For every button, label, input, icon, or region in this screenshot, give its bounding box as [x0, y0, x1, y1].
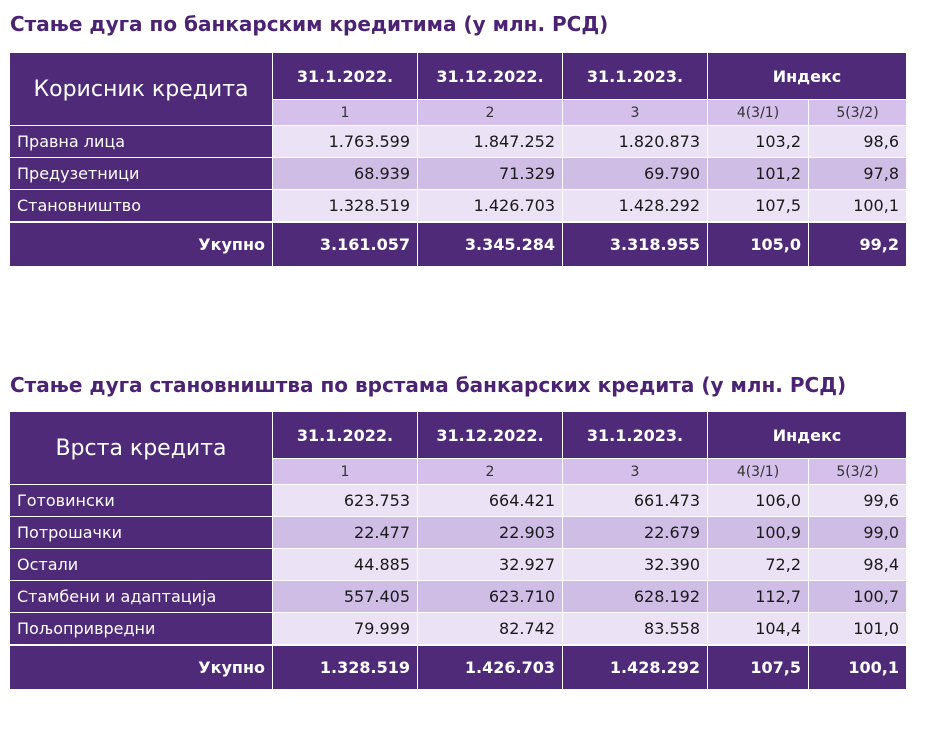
total-cell: 1.428.292 [563, 644, 708, 689]
subheader-row: 1 2 3 4(3/1) 5(3/2) [10, 458, 906, 484]
total-cell: 105,0 [708, 221, 809, 266]
total-cell: 1.328.519 [273, 644, 418, 689]
cell: 1.428.292 [563, 189, 708, 221]
household-credit-table: Врста кредита 31.1.2022. 31.12.2022. 31.… [10, 412, 906, 689]
credit-debt-table: Корисник кредита 31.1.2022. 31.12.2022. … [10, 53, 906, 266]
table-row: Предузетници 68.939 71.329 69.790 101,2 … [10, 157, 906, 189]
cell: 104,4 [708, 612, 809, 644]
cell: 1.763.599 [273, 125, 418, 157]
column-number: 4(3/1) [708, 99, 809, 125]
cell: 44.885 [273, 548, 418, 580]
header-row: Корисник кредита 31.1.2022. 31.12.2022. … [10, 53, 906, 125]
column-number: 2 [418, 99, 563, 125]
cell: 79.999 [273, 612, 418, 644]
date-header: 31.1.2023. [563, 412, 708, 458]
cell: 664.421 [418, 484, 563, 516]
cell: 623.710 [418, 580, 563, 612]
total-row: Укупно 3.161.057 3.345.284 3.318.955 105… [10, 221, 906, 266]
row-label: Предузетници [10, 157, 273, 189]
total-cell: 99,2 [809, 221, 906, 266]
cell: 69.790 [563, 157, 708, 189]
column-number: 3 [563, 99, 708, 125]
row-label: Стамбени и адаптација [10, 580, 273, 612]
total-label: Укупно [10, 221, 273, 266]
date-header: 31.12.2022. [418, 412, 563, 458]
cell: 103,2 [708, 125, 809, 157]
cell: 101,0 [809, 612, 906, 644]
index-header: Индекс [708, 53, 906, 99]
header-row: Врста кредита 31.1.2022. 31.12.2022. 31.… [10, 412, 906, 484]
cell: 99,6 [809, 484, 906, 516]
total-cell: 100,1 [809, 644, 906, 689]
table-row: Становништво 1.328.519 1.426.703 1.428.2… [10, 189, 906, 221]
column-number: 1 [273, 458, 418, 484]
row-label: Остали [10, 548, 273, 580]
cell: 628.192 [563, 580, 708, 612]
total-label: Укупно [10, 644, 273, 689]
column-number: 3 [563, 458, 708, 484]
cell: 112,7 [708, 580, 809, 612]
row-label: Становништво [10, 189, 273, 221]
cell: 661.473 [563, 484, 708, 516]
date-header: 31.12.2022. [418, 53, 563, 99]
total-cell: 3.161.057 [273, 221, 418, 266]
row-label: Пољопривредни [10, 612, 273, 644]
total-row: Укупно 1.328.519 1.426.703 1.428.292 107… [10, 644, 906, 689]
cell: 32.390 [563, 548, 708, 580]
table-row: Потрошачки 22.477 22.903 22.679 100,9 99… [10, 516, 906, 548]
table-row: Готовински 623.753 664.421 661.473 106,0… [10, 484, 906, 516]
cell: 22.903 [418, 516, 563, 548]
table-row: Правна лица 1.763.599 1.847.252 1.820.87… [10, 125, 906, 157]
column-number: 5(3/2) [809, 458, 906, 484]
column-number: 5(3/2) [809, 99, 906, 125]
table2-title: Стање дуга становништва по врстама банка… [10, 373, 847, 397]
cell: 100,9 [708, 516, 809, 548]
row-label: Готовински [10, 484, 273, 516]
cell: 100,1 [809, 189, 906, 221]
cell: 1.820.873 [563, 125, 708, 157]
column-number: 2 [418, 458, 563, 484]
cell: 106,0 [708, 484, 809, 516]
cell: 22.679 [563, 516, 708, 548]
table1-title: Стање дуга по банкарским кредитима (у мл… [10, 12, 609, 36]
table-row: Пољопривредни 79.999 82.742 83.558 104,4… [10, 612, 906, 644]
cell: 68.939 [273, 157, 418, 189]
cell: 71.329 [418, 157, 563, 189]
cell: 99,0 [809, 516, 906, 548]
cell: 98,4 [809, 548, 906, 580]
row-label: Правна лица [10, 125, 273, 157]
row-label: Потрошачки [10, 516, 273, 548]
column-number: 1 [273, 99, 418, 125]
cell: 101,2 [708, 157, 809, 189]
cell: 22.477 [273, 516, 418, 548]
total-cell: 3.345.284 [418, 221, 563, 266]
cell: 1.328.519 [273, 189, 418, 221]
corner-header: Корисник кредита [10, 53, 273, 125]
total-cell: 3.318.955 [563, 221, 708, 266]
table-row: Стамбени и адаптација 557.405 623.710 62… [10, 580, 906, 612]
cell: 72,2 [708, 548, 809, 580]
date-header: 31.1.2022. [273, 53, 418, 99]
subheader-row: 1 2 3 4(3/1) 5(3/2) [10, 99, 906, 125]
cell: 98,6 [809, 125, 906, 157]
date-header: 31.1.2022. [273, 412, 418, 458]
cell: 83.558 [563, 612, 708, 644]
date-header: 31.1.2023. [563, 53, 708, 99]
cell: 1.847.252 [418, 125, 563, 157]
index-header: Индекс [708, 412, 906, 458]
cell: 557.405 [273, 580, 418, 612]
cell: 107,5 [708, 189, 809, 221]
cell: 623.753 [273, 484, 418, 516]
total-cell: 107,5 [708, 644, 809, 689]
cell: 97,8 [809, 157, 906, 189]
corner-header: Врста кредита [10, 412, 273, 484]
cell: 32.927 [418, 548, 563, 580]
column-number: 4(3/1) [708, 458, 809, 484]
cell: 82.742 [418, 612, 563, 644]
total-cell: 1.426.703 [418, 644, 563, 689]
cell: 1.426.703 [418, 189, 563, 221]
table-row: Остали 44.885 32.927 32.390 72,2 98,4 [10, 548, 906, 580]
cell: 100,7 [809, 580, 906, 612]
